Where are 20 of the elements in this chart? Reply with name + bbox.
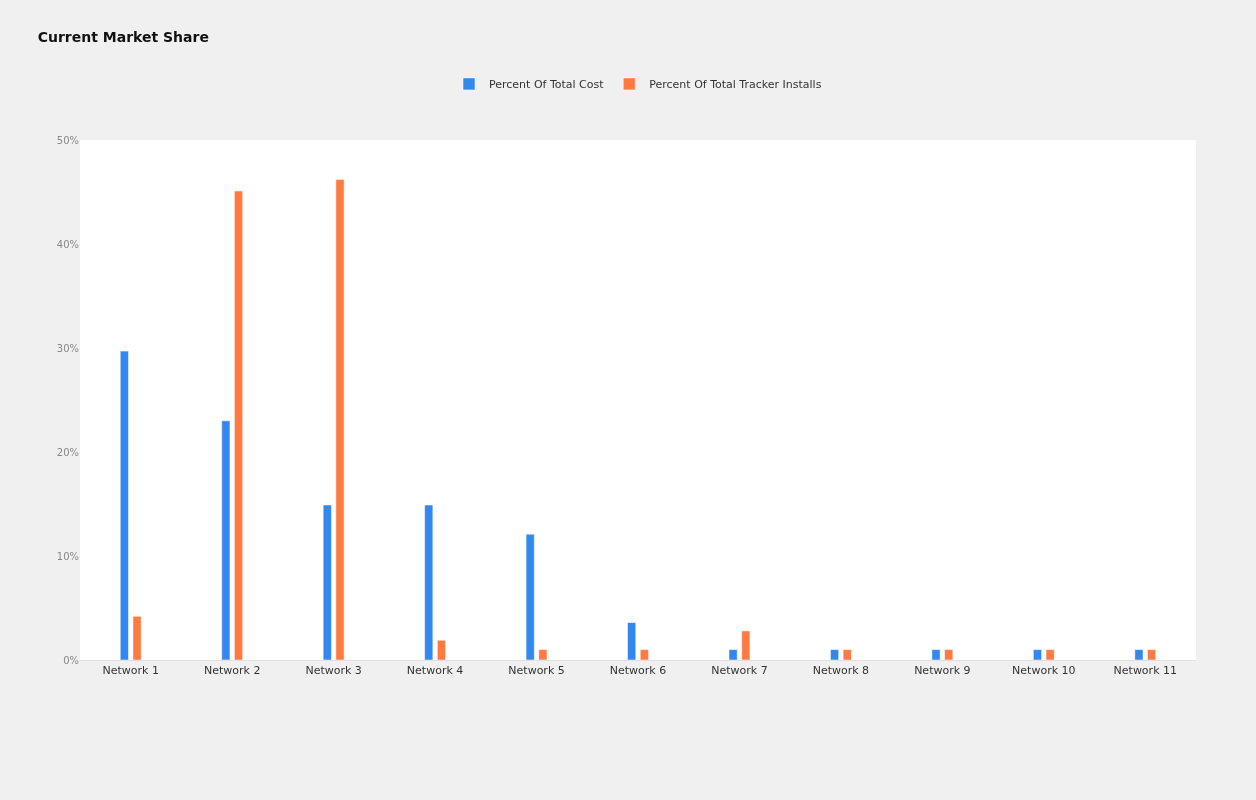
- x-tick-label: Network 3: [305, 664, 362, 678]
- x-tick-label: Network 6: [609, 664, 667, 678]
- x-tick-label: Network 7: [711, 664, 768, 678]
- legend-label: Percent Of Total Tracker Installs: [649, 78, 822, 92]
- x-tick-label: Network 4: [406, 664, 464, 678]
- y-tick-label: 30%: [56, 342, 79, 354]
- x-tick-label: Network 8: [812, 664, 870, 678]
- y-tick-label: 40%: [56, 238, 79, 250]
- y-tick-label: 0%: [63, 654, 79, 666]
- y-tick-label: 10%: [56, 550, 79, 562]
- x-tick-label: Network 1: [102, 664, 159, 678]
- legend-label: Percent Of Total Cost: [489, 78, 605, 92]
- x-tick-label: Network 10: [1012, 664, 1076, 678]
- y-tick-label: 50%: [56, 134, 79, 146]
- x-tick-label: Network 5: [508, 664, 565, 678]
- x-tick-label: Network 9: [914, 664, 971, 678]
- y-tick-label: 20%: [56, 446, 79, 458]
- chart-title: Current Market Share: [37, 28, 209, 45]
- x-tick-label: Network 2: [203, 664, 261, 678]
- x-tick-label: Network 11: [1113, 664, 1177, 678]
